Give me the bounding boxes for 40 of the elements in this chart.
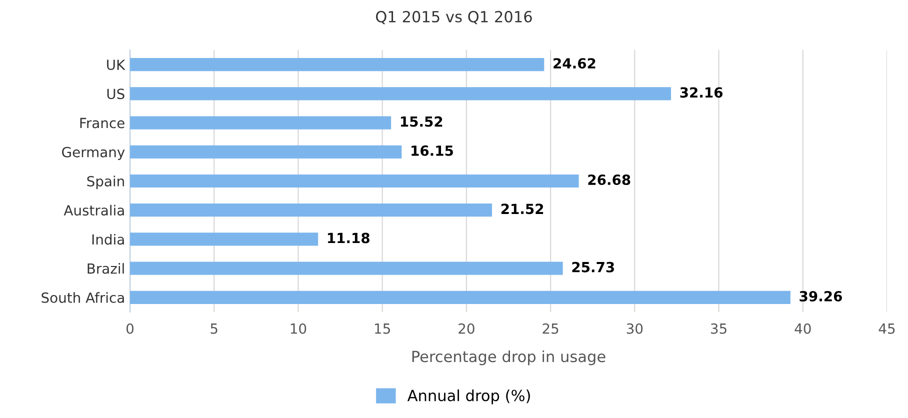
x-tick-label: 40: [794, 323, 811, 334]
y-tick-label: Brazil: [88, 263, 124, 274]
data-label: 11.18: [328, 232, 370, 244]
x-tick-label: 25: [542, 323, 558, 334]
data-label: 24.62: [554, 58, 596, 69]
x-tick-label: 45: [878, 324, 895, 334]
bar: [130, 116, 392, 130]
y-tick-label: France: [80, 118, 124, 128]
x-tick-label: 20: [458, 323, 474, 334]
x-tick-label: 30: [626, 323, 643, 334]
bar: [130, 290, 790, 304]
data-label: 39.26: [800, 290, 842, 302]
data-label: 21.52: [501, 204, 544, 214]
data-label: 15.52: [400, 116, 442, 127]
bar: [130, 262, 563, 275]
bar: [130, 174, 579, 188]
x-tick-label: 10: [290, 323, 306, 334]
x-axis-title: Percentage drop in usage: [412, 350, 606, 366]
data-label: 25.73: [572, 262, 614, 272]
bar: [130, 58, 544, 72]
x-tick-label: 15: [375, 324, 390, 334]
bar: [130, 145, 402, 158]
x-tick-label: 5: [210, 324, 218, 334]
data-label: 26.68: [588, 174, 630, 186]
data-label: 32.16: [680, 87, 723, 98]
y-tick-label: Germany: [62, 146, 125, 160]
y-tick-label: Australia: [64, 204, 124, 216]
y-tick-label: Spain: [87, 176, 124, 190]
y-tick-label: South Africa: [42, 292, 124, 303]
chart-title: Q1 2015 vs Q1 2016: [376, 10, 532, 24]
y-tick-label: US: [107, 88, 124, 100]
y-tick-label: India: [92, 234, 124, 245]
y-tick-label: UK: [107, 60, 126, 70]
data-label: 16.15: [412, 145, 453, 156]
legend-label: Annual drop (%): [407, 389, 530, 404]
x-tick-label: 0: [126, 323, 134, 334]
bar: [130, 87, 672, 100]
bar: [130, 232, 318, 246]
bar: [130, 204, 492, 217]
x-tick-label: 35: [711, 323, 726, 334]
